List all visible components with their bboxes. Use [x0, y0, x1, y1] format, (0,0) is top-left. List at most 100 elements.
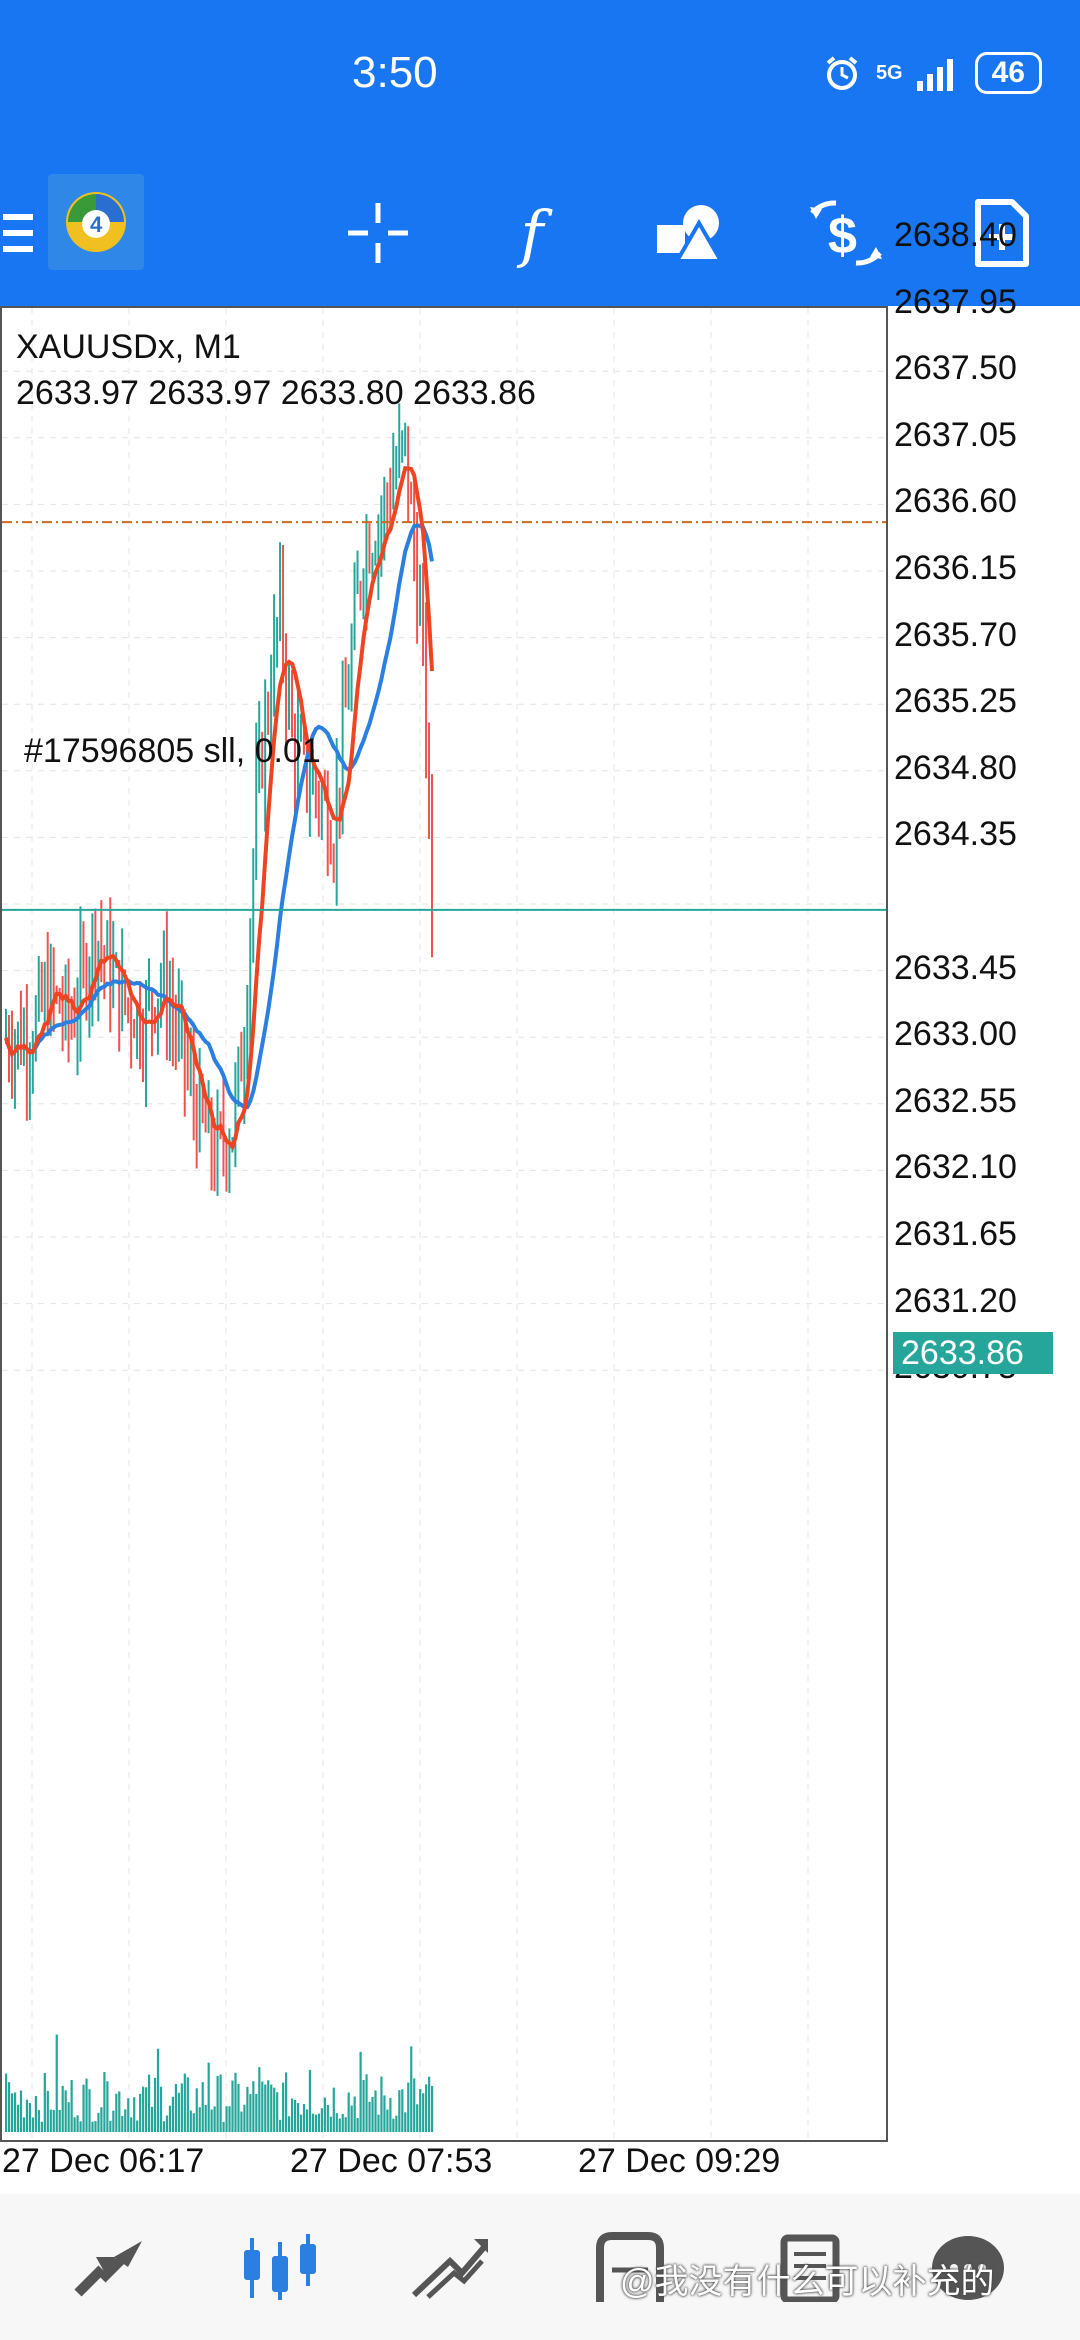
volume-bar: [314, 2114, 318, 2132]
volume-bar: [94, 2121, 97, 2132]
volume-bar: [19, 2090, 23, 2132]
nav-quotes[interactable]: [60, 2194, 160, 2340]
volume-bar: [130, 2117, 133, 2132]
nav-news[interactable]: [760, 2194, 860, 2340]
crosshair-icon: [348, 203, 408, 263]
volume-bar: [34, 2096, 37, 2132]
volume-bar: [192, 2113, 195, 2132]
volume-bar: [162, 2121, 166, 2132]
price-axis-label: 2636.60: [894, 482, 1017, 521]
volume-bar: [282, 2082, 285, 2132]
volume-bar: [40, 2121, 43, 2132]
volume-bar: [347, 2092, 350, 2132]
messages-icon: [932, 2236, 1004, 2300]
volume-bar: [359, 2051, 362, 2132]
volume-bar: [10, 2093, 14, 2132]
volume-bar: [258, 2067, 261, 2132]
menu-icon: [3, 214, 33, 252]
price-axis-label: 2633.45: [894, 948, 1017, 987]
volume-bar: [296, 2103, 300, 2132]
volume-bar: [261, 2081, 264, 2132]
price-axis-label: 2638.40: [894, 216, 1017, 254]
objects-icon: [657, 205, 725, 263]
volume-bar: [222, 2121, 225, 2132]
volume-bar: [70, 2079, 73, 2132]
chart-area[interactable]: XAUUSDx, M1 2633.97 2633.97 2633.80 2633…: [0, 306, 888, 2142]
volume-bar: [189, 2110, 192, 2132]
volume-bar: [180, 2083, 183, 2132]
volume-bar: [338, 2118, 341, 2132]
nav-trade[interactable]: [400, 2194, 500, 2340]
volume-bar: [317, 2113, 320, 2132]
price-chart[interactable]: [2, 308, 886, 2140]
volume-bar: [329, 2116, 332, 2132]
volume-bar: [97, 2112, 100, 2132]
volume-bar: [383, 2095, 386, 2132]
volume-bar: [91, 2121, 94, 2132]
volume-bar: [112, 2110, 115, 2132]
volume-bar: [419, 2089, 422, 2132]
objects-button[interactable]: [640, 160, 740, 306]
status-bar: 3:50 5G 46: [0, 0, 1080, 160]
volume-bar: [308, 2069, 312, 2132]
watermark: @我没有什么可以补充的: [620, 2263, 995, 2301]
volume-bar: [88, 2089, 91, 2132]
nav-history[interactable]: [580, 2194, 680, 2340]
order-label[interactable]: #17596805 sll, 0.01: [24, 732, 321, 770]
crosshair-button[interactable]: [330, 160, 426, 306]
volume-bar: [118, 2091, 121, 2132]
volume-bar: [52, 2109, 55, 2132]
volume-bar: [270, 2084, 273, 2132]
volume-bar: [28, 2102, 32, 2132]
battery-icon: 46: [974, 52, 1042, 94]
volume-bar: [153, 2077, 157, 2132]
volume-bar: [407, 2082, 410, 2132]
volume-bar: [371, 2096, 374, 2132]
volume-bar: [67, 2102, 70, 2132]
nav-messages[interactable]: [918, 2194, 1018, 2340]
volume-bar: [311, 2113, 315, 2132]
price-axis-label: 2634.80: [894, 748, 1017, 787]
volume-bar: [290, 2098, 294, 2132]
mt4-logo-button[interactable]: 4: [48, 174, 144, 270]
volume-bar: [64, 2090, 67, 2132]
alarm-icon: [826, 56, 858, 90]
volume-bar: [177, 2092, 180, 2132]
chart-toolbar: 4 f $: [0, 160, 1080, 306]
ma-fast-line: [4, 466, 434, 1152]
volume-bar: [225, 2106, 228, 2132]
chart-icon: [244, 2234, 316, 2300]
volume-bar: [73, 2117, 76, 2132]
volume-bar: [219, 2074, 222, 2132]
volume-bar: [398, 2090, 401, 2132]
volume-bar: [255, 2093, 258, 2132]
svg-text:4: 4: [90, 212, 103, 237]
menu-button[interactable]: [0, 160, 36, 306]
volume-bar: [106, 2081, 109, 2132]
history-icon: [596, 2232, 664, 2302]
indicators-button[interactable]: f: [484, 160, 580, 306]
volume-bar: [332, 2087, 335, 2132]
status-time: 3:50: [352, 48, 438, 97]
volume-bar: [100, 2107, 103, 2132]
new-order-button[interactable]: $: [796, 160, 896, 306]
nav-chart[interactable]: [230, 2194, 330, 2340]
volume-bar: [124, 2109, 127, 2132]
add-document-button[interactable]: [952, 160, 1052, 306]
volume-bar: [344, 2117, 347, 2132]
volume-bar: [49, 2109, 52, 2132]
volume-bar: [392, 2118, 395, 2132]
quotes-icon: [74, 2241, 142, 2297]
volume-bar: [171, 2096, 175, 2132]
volume-bar: [323, 2097, 326, 2132]
volume-bar: [422, 2093, 425, 2132]
chart-ohlc: 2633.97 2633.97 2633.80 2633.86: [16, 374, 536, 412]
volume-bar: [145, 2087, 148, 2132]
volume-bar: [76, 2115, 79, 2132]
volume-bar: [285, 2072, 288, 2132]
svg-text:$: $: [828, 207, 857, 265]
volume-bar: [174, 2084, 178, 2132]
volume-bar: [46, 2090, 49, 2132]
volume-bar: [198, 2107, 201, 2132]
volume-bar: [115, 2093, 118, 2132]
